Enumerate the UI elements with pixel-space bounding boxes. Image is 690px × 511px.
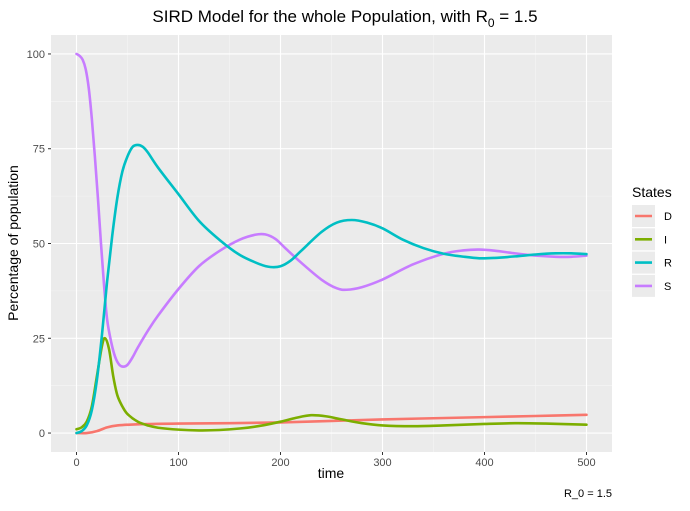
y-tick-label: 100: [27, 49, 45, 61]
series-line-d: [75, 413, 588, 435]
y-axis-ticks: 0 25 50 75 100: [27, 49, 51, 440]
legend-label-s: S: [664, 281, 671, 293]
x-axis-ticks: 0 100 200 300 400 500: [73, 452, 596, 469]
chart-title-subscript: 0: [488, 16, 495, 30]
legend-label-i: I: [664, 234, 667, 246]
x-tick-label: 400: [475, 457, 493, 469]
x-tick-label: 300: [373, 457, 391, 469]
chart-title-tail: = 1.5: [495, 7, 538, 26]
series-line-i: [75, 336, 588, 432]
x-tick-label: 100: [169, 457, 187, 469]
legend-title: States: [632, 184, 672, 200]
grid-minor: [51, 35, 612, 452]
y-axis-label: Percentage of population: [5, 165, 21, 321]
y-tick-label: 50: [33, 239, 45, 251]
series-line-s: [75, 52, 588, 368]
series-line-r: [75, 143, 588, 435]
legend-label-d: D: [664, 211, 672, 223]
y-tick-label: 75: [33, 144, 45, 156]
x-axis-label: time: [318, 465, 345, 481]
series-lines: [75, 52, 588, 435]
chart-caption: R_0 = 1.5: [564, 488, 612, 500]
x-tick-label: 200: [271, 457, 289, 469]
y-tick-label: 0: [39, 428, 45, 440]
y-tick-label: 25: [33, 333, 45, 345]
x-tick-label: 0: [73, 457, 79, 469]
chart-title: SIRD Model for the whole Population, wit…: [152, 7, 537, 30]
x-tick-label: 500: [577, 457, 595, 469]
legend-label-r: R: [664, 258, 672, 270]
grid-major: [51, 35, 612, 452]
